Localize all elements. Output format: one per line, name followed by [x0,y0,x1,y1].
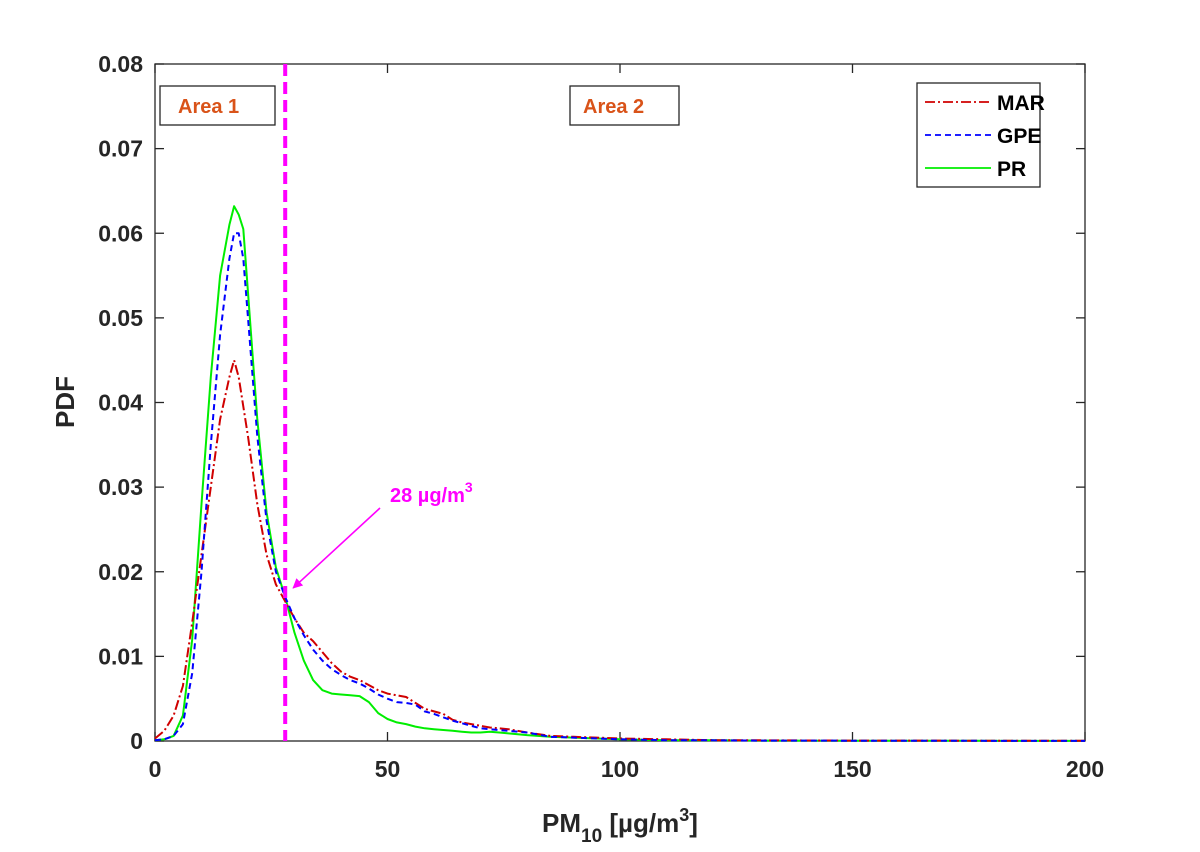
threshold-label: 28 µg/m3 [390,479,473,507]
legend: MAR GPE PR [916,82,1045,188]
y-axis-label: PDF [50,376,80,428]
area-1-box [159,85,276,126]
y-tick-label: 0.08 [98,51,143,77]
area-2-box [569,85,680,126]
legend-label-gpe: GPE [997,125,1041,148]
threshold-arrow [292,507,381,589]
x-axis-label: PM10 [µg/m3] [542,805,698,847]
y-axis-ticks: 0 0.01 0.02 0.03 0.04 0.05 0.06 0.07 0.08 [98,51,1085,754]
y-tick-label: 0.04 [98,390,143,416]
area-1-annotation: Area 1 [159,85,276,126]
area-2-annotation: Area 2 [569,85,680,126]
x-tick-label: 150 [833,756,871,782]
series-layer [154,205,1086,742]
x-tick-label: 50 [375,756,401,782]
series-line-gpe [154,232,1086,742]
x-axis-ticks: 0 50 100 150 200 [149,64,1104,782]
y-tick-label: 0.05 [98,305,143,331]
x-tick-label: 200 [1066,756,1104,782]
y-tick-label: 0.02 [98,559,143,585]
y-tick-label: 0.07 [98,136,143,162]
area-2-label: Area 2 [583,96,644,118]
legend-label-mar: MAR [997,92,1045,115]
y-tick-label: 0 [130,728,143,754]
y-tick-label: 0.03 [98,474,143,500]
legend-label-pr: PR [997,158,1026,181]
y-tick-label: 0.06 [98,220,143,246]
y-tick-label: 0.01 [98,643,143,669]
x-tick-label: 0 [149,756,162,782]
x-tick-label: 100 [601,756,639,782]
area-1-label: Area 1 [178,96,239,118]
